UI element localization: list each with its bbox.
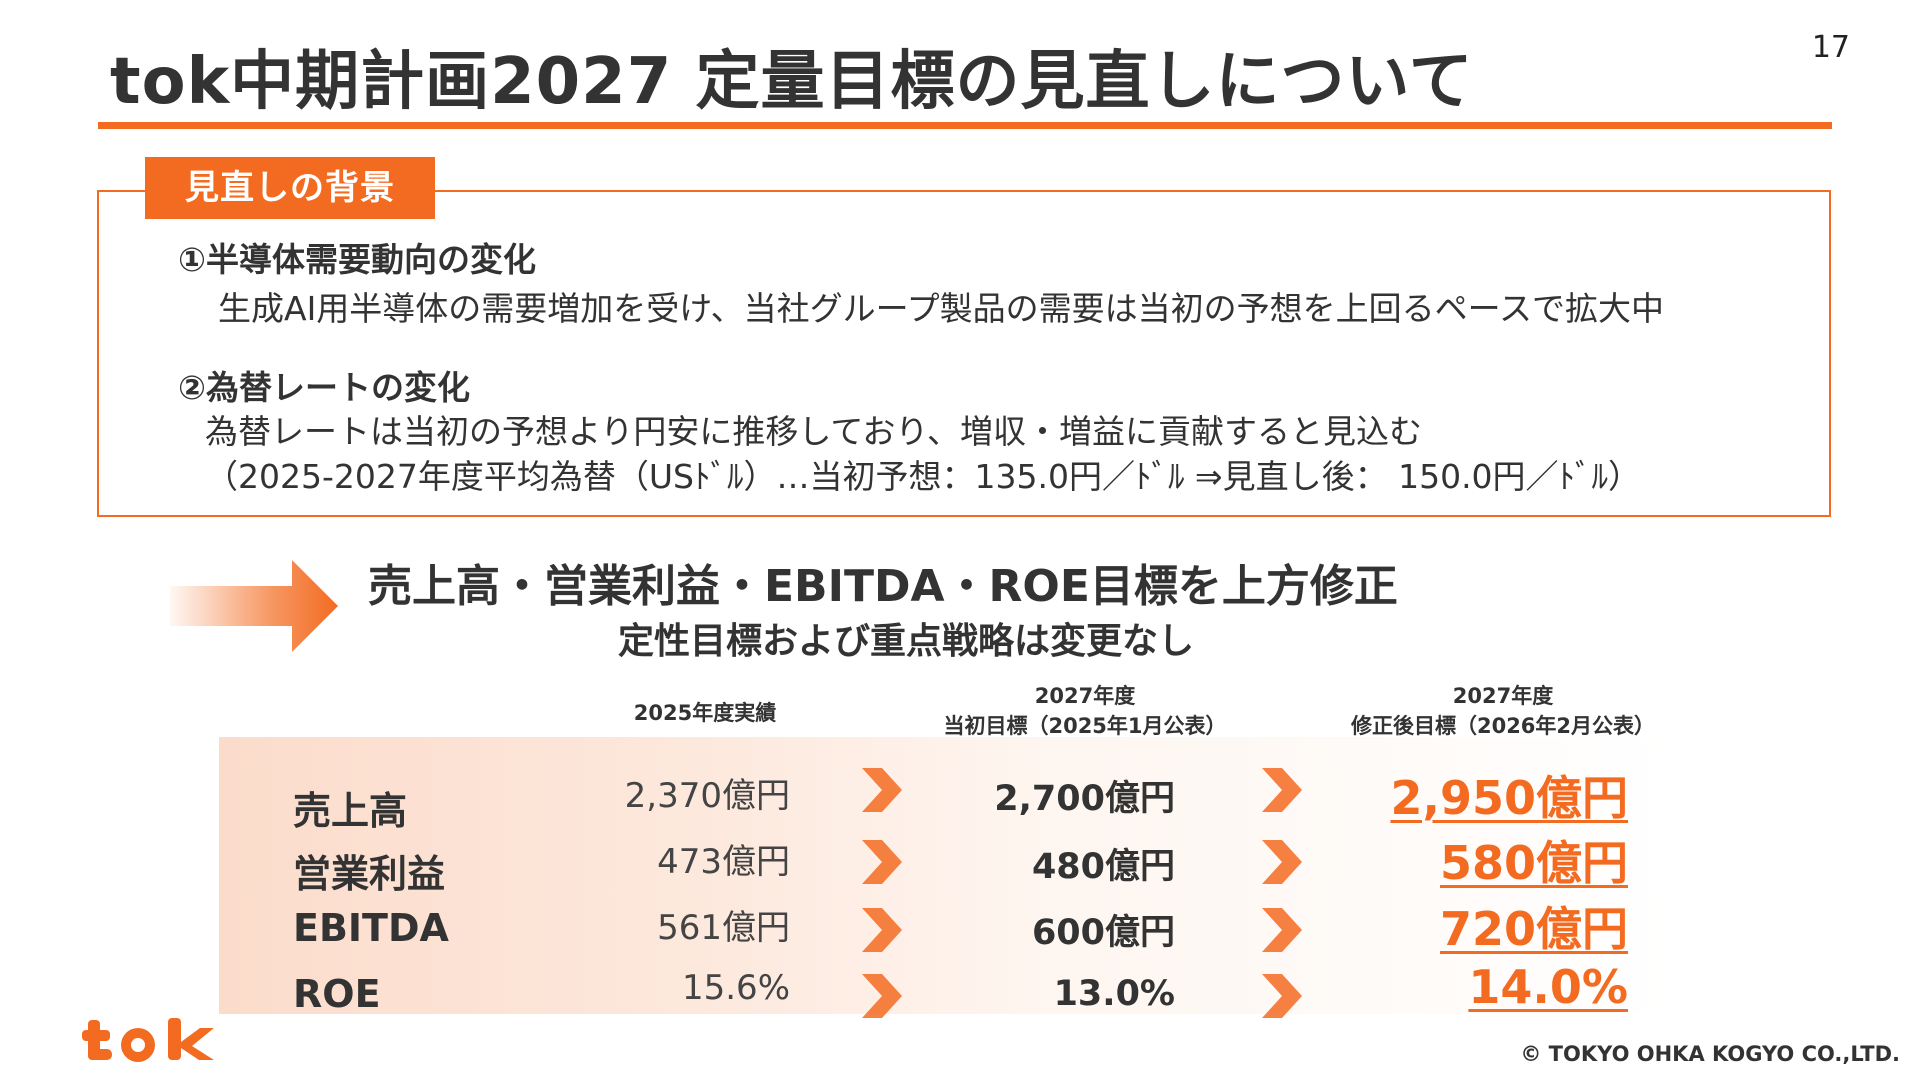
page-number: 17 [1811, 30, 1850, 65]
tok-logo [82, 1018, 214, 1062]
row-label-roe: ROE [293, 972, 381, 1016]
initial-sales: 2,700億円 [994, 779, 1175, 819]
targets-table [219, 737, 1670, 1014]
col-header-initial-line1: 2027年度 [1034, 684, 1136, 708]
revised-sales: 2,950億円 [1390, 771, 1628, 825]
chevron-right-icon [862, 768, 902, 812]
copyright: © TOKYO OHKA KOGYO CO.,LTD. [1520, 1042, 1900, 1066]
col-header-revised-line2: 修正後目標（2026年2月公表） [1350, 714, 1656, 738]
chevron-right-icon [862, 840, 902, 884]
item1-heading: ①半導体需要動向の変化 [178, 240, 536, 279]
col-header-revised: 2027年度 修正後目標（2026年2月公表） [1318, 681, 1688, 741]
actual-ebitda: 561億円 [657, 908, 790, 948]
initial-operating-profit: 480億円 [1031, 847, 1175, 887]
row-label-operating-profit: 営業利益 [293, 852, 446, 896]
item2-heading: ②為替レートの変化 [178, 368, 470, 407]
row-label-sales: 売上高 [293, 789, 408, 833]
initial-ebitda: 600億円 [1031, 913, 1175, 953]
revised-roe: 14.0% [1468, 960, 1628, 1014]
actual-operating-profit: 473億円 [657, 842, 790, 882]
actual-sales: 2,370億円 [624, 776, 790, 816]
conclusion-headline: 売上高・営業利益・EBITDA・ROE目標を上方修正 [368, 561, 1398, 612]
item2-text-2: （2025-2027年度平均為替（USﾄﾞﾙ）…当初予想：135.0円／ﾄﾞﾙ … [205, 457, 1642, 496]
chevron-right-icon [1262, 974, 1302, 1018]
chevron-right-icon [1262, 908, 1302, 952]
conclusion-subline: 定性目標および重点戦略は変更なし [618, 621, 1195, 662]
row-label-ebitda: EBITDA [293, 906, 449, 950]
revised-operating-profit: 580億円 [1439, 836, 1628, 890]
chevron-right-icon [1262, 840, 1302, 884]
revised-ebitda: 720億円 [1439, 902, 1628, 956]
col-header-initial-line2: 当初目標（2025年1月公表） [943, 714, 1227, 738]
background-tag: 見直しの背景 [145, 157, 435, 219]
col-header-initial: 2027年度 当初目標（2025年1月公表） [905, 681, 1265, 741]
chevron-right-icon [862, 908, 902, 952]
page-title: tok中期計画2027 定量目標の見直しについて [110, 45, 1474, 119]
col-header-actual: 2025年度実績 [633, 701, 777, 725]
arrow-right-icon [170, 560, 338, 652]
chevron-right-icon [1262, 768, 1302, 812]
item2-text-1: 為替レートは当初の予想より円安に推移しており、増収・増益に貢献すると見込む [205, 412, 1423, 451]
chevron-right-icon [862, 974, 902, 1018]
col-header-revised-line1: 2027年度 [1452, 684, 1554, 708]
background-box [97, 190, 1831, 517]
initial-roe: 13.0% [1053, 974, 1175, 1014]
title-underline [98, 122, 1832, 129]
item1-text: 生成AI用半導体の需要増加を受け、当社グループ製品の需要は当初の予想を上回るペー… [218, 289, 1665, 328]
actual-roe: 15.6% [681, 968, 790, 1008]
